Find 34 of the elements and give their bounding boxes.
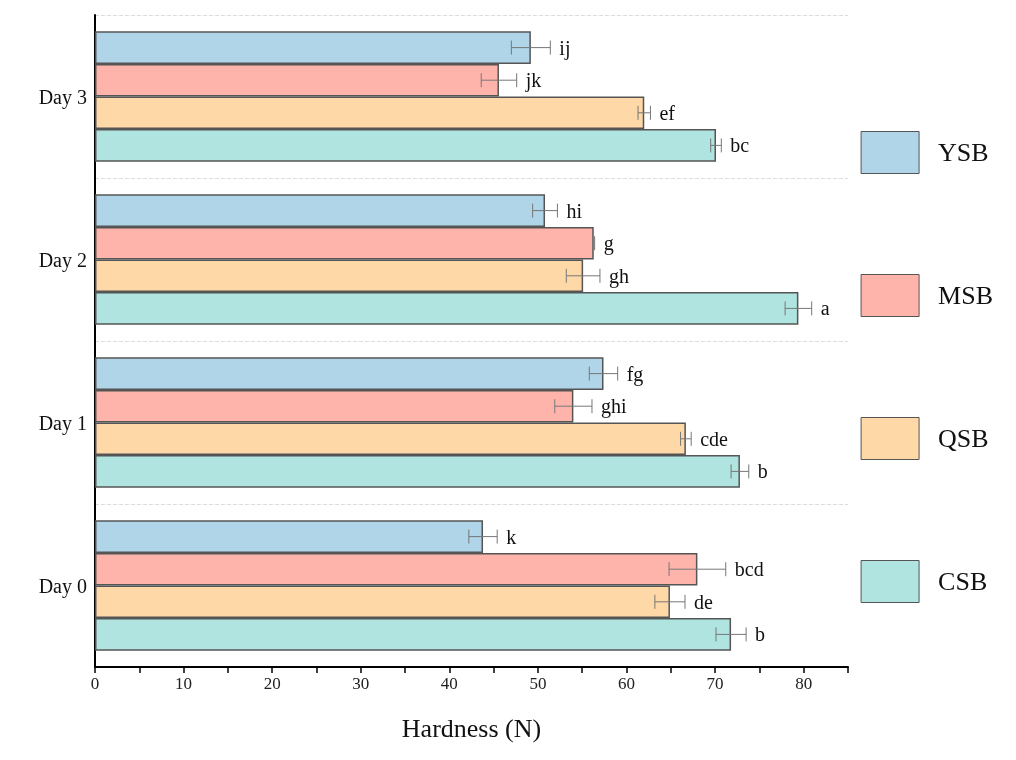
x-tick-label: 0 <box>90 674 100 693</box>
x-tick-label: 20 <box>263 674 281 693</box>
data-label: g <box>603 232 614 256</box>
x-tick-label: 80 <box>795 674 813 693</box>
data-label: bc <box>730 134 750 157</box>
x-axis-title: Hardness (N) <box>401 713 542 743</box>
data-label: k <box>506 525 517 548</box>
data-label: jk <box>524 69 542 93</box>
x-tick-label: 70 <box>706 674 724 693</box>
data-label: b <box>755 623 766 646</box>
data-label: ghi <box>600 395 627 419</box>
data-label: a <box>820 297 830 320</box>
data-label: fg <box>626 362 644 386</box>
y-tick-label: Day 2 <box>38 248 87 272</box>
x-tick-label: 40 <box>440 674 458 693</box>
data-label: cde <box>700 427 729 450</box>
data-label: ef <box>659 101 676 124</box>
legend-label: QSB <box>938 424 989 453</box>
data-label: b <box>757 460 768 483</box>
data-label: de <box>694 590 713 613</box>
data-label: ij <box>559 36 571 60</box>
legend-label: CSB <box>938 567 988 596</box>
data-label: bcd <box>734 558 764 581</box>
y-tick-label: Day 0 <box>38 574 87 598</box>
x-tick-label: 30 <box>352 674 370 693</box>
x-tick-label: 10 <box>175 674 193 693</box>
data-label: hi <box>566 199 583 222</box>
x-tick-label: 60 <box>618 674 636 693</box>
legend-label: YSB <box>938 138 989 167</box>
y-tick-label: Day 1 <box>38 411 87 435</box>
x-tick-label: 50 <box>529 674 547 693</box>
legend-label: MSB <box>938 281 993 310</box>
data-label: gh <box>608 264 629 288</box>
y-tick-label: Day 3 <box>38 85 87 109</box>
